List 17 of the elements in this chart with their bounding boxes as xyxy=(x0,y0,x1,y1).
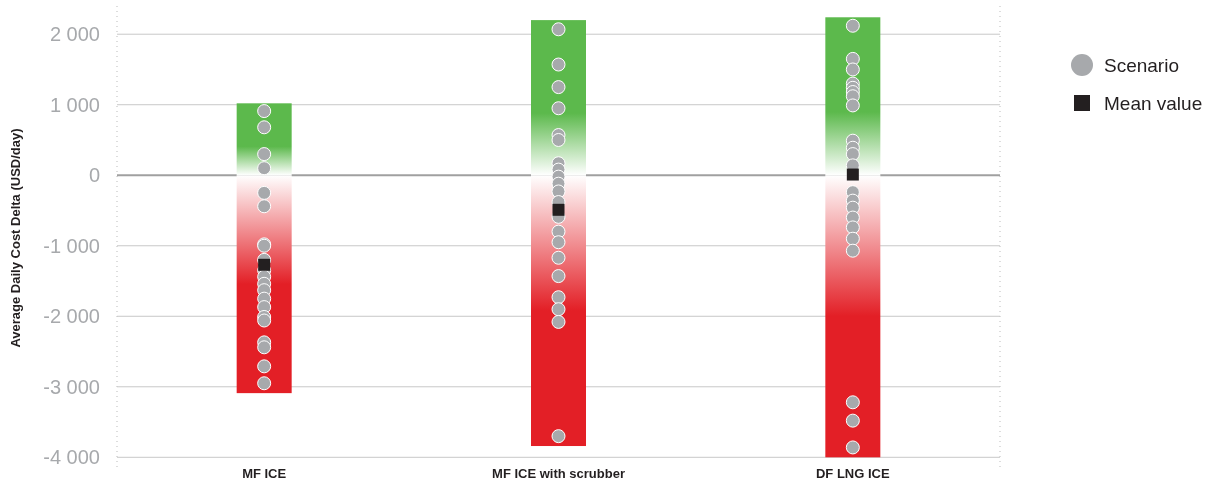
x-tick-label: DF LNG ICE xyxy=(816,466,890,481)
y-tick-label: -3 000 xyxy=(43,375,100,398)
point xyxy=(552,203,565,216)
x-tick-label: MF ICE xyxy=(242,466,287,481)
legend-label: Scenario xyxy=(1104,54,1179,76)
bar xyxy=(825,175,881,458)
point xyxy=(846,168,859,181)
y-tick-label: -1 000 xyxy=(43,234,100,257)
legend-label: Mean value xyxy=(1104,92,1203,114)
y-tick-label: 2 000 xyxy=(49,23,100,46)
y-axis-title: Average Daily Cost Delta (USD/day) xyxy=(8,128,23,348)
y-tick-label: -2 000 xyxy=(43,305,100,328)
y-tick-label: 1 000 xyxy=(49,93,100,116)
y-tick-label: -4 000 xyxy=(43,446,100,469)
point xyxy=(258,258,271,271)
y-tick-label: 0 xyxy=(88,164,100,187)
x-tick-label: MF ICE with scrubber xyxy=(492,466,625,481)
